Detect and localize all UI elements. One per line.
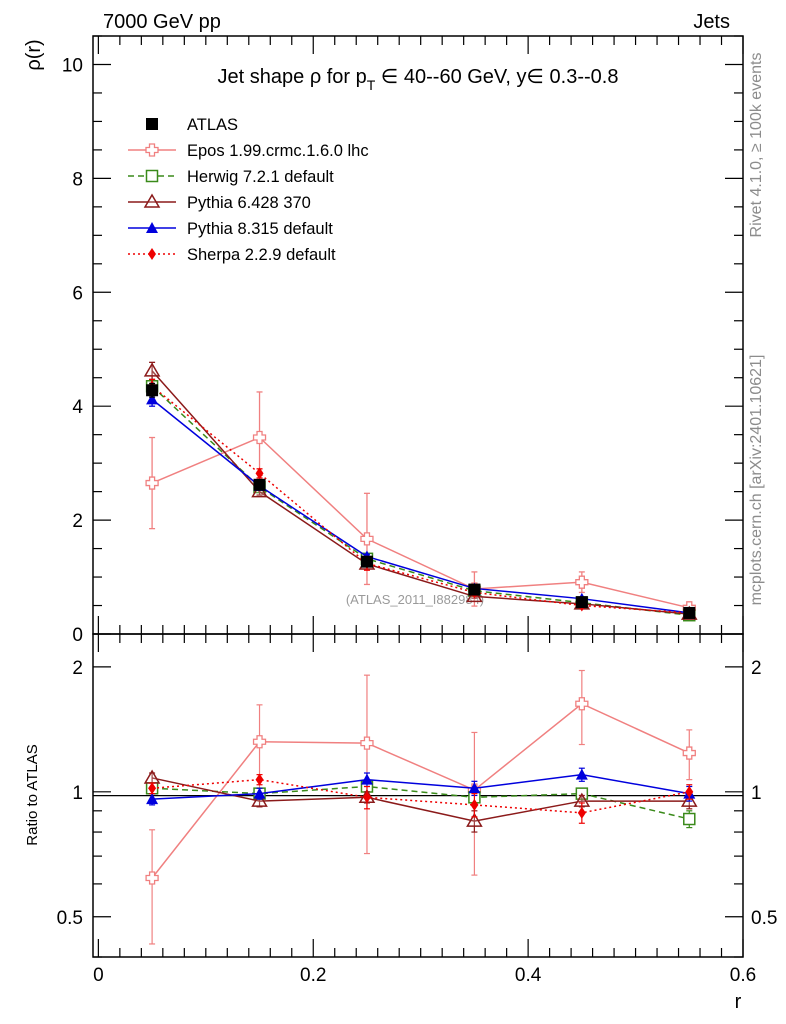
mcplots-side-label: mcplots.cern.ch [arXiv:2401.10621] <box>748 355 765 606</box>
series-ratio-line <box>152 778 690 814</box>
ratio-data-point <box>575 768 588 780</box>
ratio-data-point <box>255 773 264 786</box>
ratio-y-axis-label: Ratio to ATLAS <box>24 744 41 845</box>
main-data-point <box>253 478 266 491</box>
ratio-data-point <box>683 812 696 826</box>
x-axis-label: r <box>735 991 742 1013</box>
series-main-line <box>151 436 690 609</box>
main-y-tick-label: 2 <box>72 511 83 532</box>
main-y-tick-label: 0 <box>72 625 83 646</box>
header-right-label: Jets <box>693 11 730 33</box>
header-left-label: 7000 GeV pp <box>103 11 221 33</box>
series-1 <box>145 391 696 945</box>
rivet-side-label: Rivet 4.1.0, ≥ 100k events <box>748 53 765 238</box>
main-data-point <box>146 384 159 397</box>
main-y-axis-label: ρ(r) <box>23 39 45 70</box>
chart-title-subscript: T <box>367 77 376 93</box>
main-data-point <box>360 555 373 568</box>
chart-title-prefix: Jet shape ρ for p <box>218 66 367 88</box>
series-ratio-line <box>152 773 690 800</box>
ratio-y-tick-label-right: 0.5 <box>751 908 777 929</box>
x-ticks: 0 0.2 0.4 0.6 <box>93 36 756 986</box>
ratio-data-point <box>468 782 481 794</box>
main-data-point <box>145 476 159 490</box>
ratio-data-point <box>148 782 157 795</box>
main-y-ticks: 0 2 4 6 8 10 <box>62 35 743 646</box>
legend-label: Epos 1.99.crmc.1.6.0 lhc <box>187 142 369 160</box>
series-main-line <box>151 398 690 614</box>
ratio-data-point <box>685 785 694 798</box>
ratio-data-point <box>253 787 266 799</box>
legend-entry: Sherpa 2.2.9 default <box>128 246 336 264</box>
legend-entry: Pythia 6.428 370 <box>128 193 311 212</box>
main-data-point <box>255 467 264 480</box>
ratio-data-point <box>251 792 268 807</box>
chart-title: Jet shape ρ for pT ∈ 40--60 GeV, y∈ 0.3-… <box>218 66 619 93</box>
ratio-data-point <box>470 798 479 811</box>
legend-label: ATLAS <box>187 116 238 134</box>
ratio-y-tick-label-right: 1 <box>751 783 762 804</box>
main-y-tick-label: 6 <box>72 283 83 304</box>
series-ratio-line <box>152 785 690 820</box>
x-tick-label: 0.2 <box>300 965 326 986</box>
main-y-tick-label: 8 <box>72 169 83 190</box>
legend-entry: Herwig 7.2.1 default <box>128 168 334 186</box>
series-main-line <box>151 385 690 616</box>
main-data-point <box>468 583 481 596</box>
main-data-point <box>252 430 267 445</box>
ratio-data-point <box>577 806 586 819</box>
series-main-line <box>151 385 690 614</box>
ratio-y-tick-label: 2 <box>72 658 83 679</box>
series-main-line <box>151 370 690 615</box>
analysis-id-label: (ATLAS_2011_I882984) <box>346 592 484 607</box>
legend-marker <box>143 193 161 208</box>
ratio-data-point <box>252 735 267 749</box>
legend-label: Pythia 6.428 370 <box>187 194 311 212</box>
series-0 <box>146 382 696 619</box>
legend-entry: Epos 1.99.crmc.1.6.0 lhc <box>128 142 369 160</box>
main-y-tick-label: 4 <box>72 397 83 418</box>
ratio-y-ticks: 0.5 0.5 1 1 2 2 <box>57 658 777 958</box>
ratio-y-tick-label: 0.5 <box>57 908 83 929</box>
legend-entry: ATLAS <box>146 116 238 134</box>
series-ratio-line <box>151 702 690 879</box>
ratio-data-point <box>145 871 159 885</box>
legend-marker <box>148 248 156 260</box>
legend-label: Sherpa 2.2.9 default <box>187 246 336 264</box>
legend-marker <box>146 222 158 233</box>
ratio-data-point <box>143 769 161 784</box>
legend-label: Pythia 8.315 default <box>187 220 333 238</box>
series-layer <box>143 361 698 945</box>
legend-marker <box>145 169 159 183</box>
main-data-point <box>575 575 589 589</box>
main-data-point <box>360 532 374 546</box>
ratio-data-point <box>146 793 159 805</box>
x-tick-label: 0.6 <box>730 965 756 986</box>
ratio-data-point <box>682 746 696 760</box>
x-tick-label: 0.4 <box>515 965 542 986</box>
legend-marker <box>146 118 158 130</box>
main-y-tick-label: 10 <box>62 55 83 76</box>
ratio-data-point <box>362 791 371 804</box>
ratio-y-tick-label-right: 2 <box>751 658 762 679</box>
ratio-data-point <box>466 812 483 827</box>
legend-entry: Pythia 8.315 default <box>128 220 333 238</box>
main-data-point <box>146 393 159 405</box>
main-data-point <box>683 606 696 619</box>
chart-title-suffix: ∈ 40--60 GeV, y∈ 0.3--0.8 <box>375 66 618 88</box>
main-data-point <box>575 596 588 609</box>
legend-label: Herwig 7.2.1 default <box>187 168 334 186</box>
x-tick-label: 0 <box>93 965 104 986</box>
ratio-y-tick-label: 1 <box>72 783 83 804</box>
ratio-data-point <box>360 773 373 785</box>
ratio-data-point <box>575 697 589 711</box>
legend-marker <box>145 143 159 157</box>
series-ratio-line <box>151 777 690 822</box>
legend: ATLAS Epos 1.99.crmc.1.6.0 lhc Herwig 7.2.… <box>128 116 369 264</box>
ratio-data-point <box>360 736 374 750</box>
main-data-point <box>143 362 161 377</box>
